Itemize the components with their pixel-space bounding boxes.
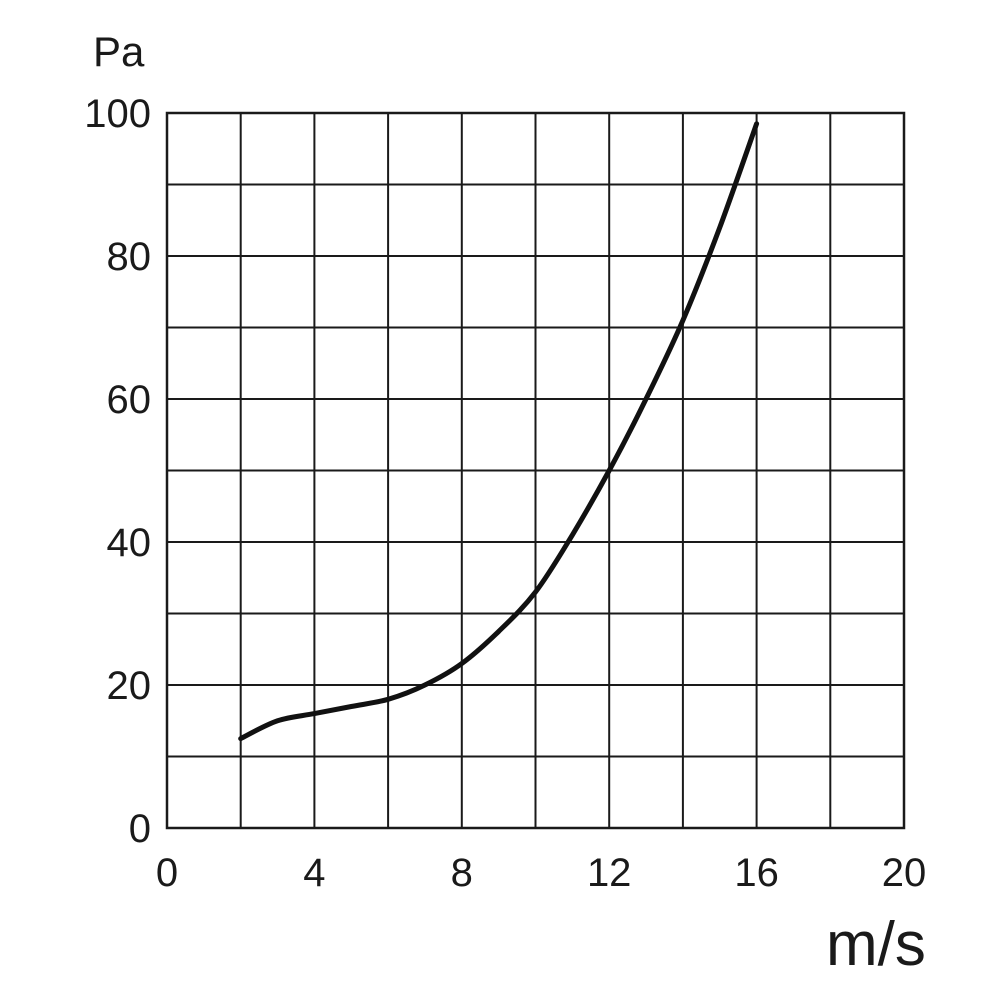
x-tick-label: 12 [587,851,632,895]
x-tick-label: 20 [882,851,927,895]
y-tick-label: 40 [107,521,152,565]
grid [167,113,904,828]
y-tick-label: 100 [84,92,151,136]
x-tick-label: 8 [451,851,473,895]
x-tick-label: 16 [734,851,779,895]
series-line [238,121,760,742]
plot-frame [165,111,906,830]
y-axis-unit-label: Pa [93,28,145,75]
x-axis-unit-label: m/s [826,910,926,979]
x-axis-tick-labels: 0 4 8 12 16 20 [156,851,926,895]
y-tick-label: 20 [107,664,152,708]
y-tick-label: 60 [107,378,152,422]
y-tick-label: 80 [107,235,152,279]
x-tick-label: 4 [303,851,325,895]
x-tick-label: 0 [156,851,178,895]
y-tick-label: 0 [129,807,151,851]
y-axis-tick-labels: 0 20 40 60 80 100 [84,92,151,851]
